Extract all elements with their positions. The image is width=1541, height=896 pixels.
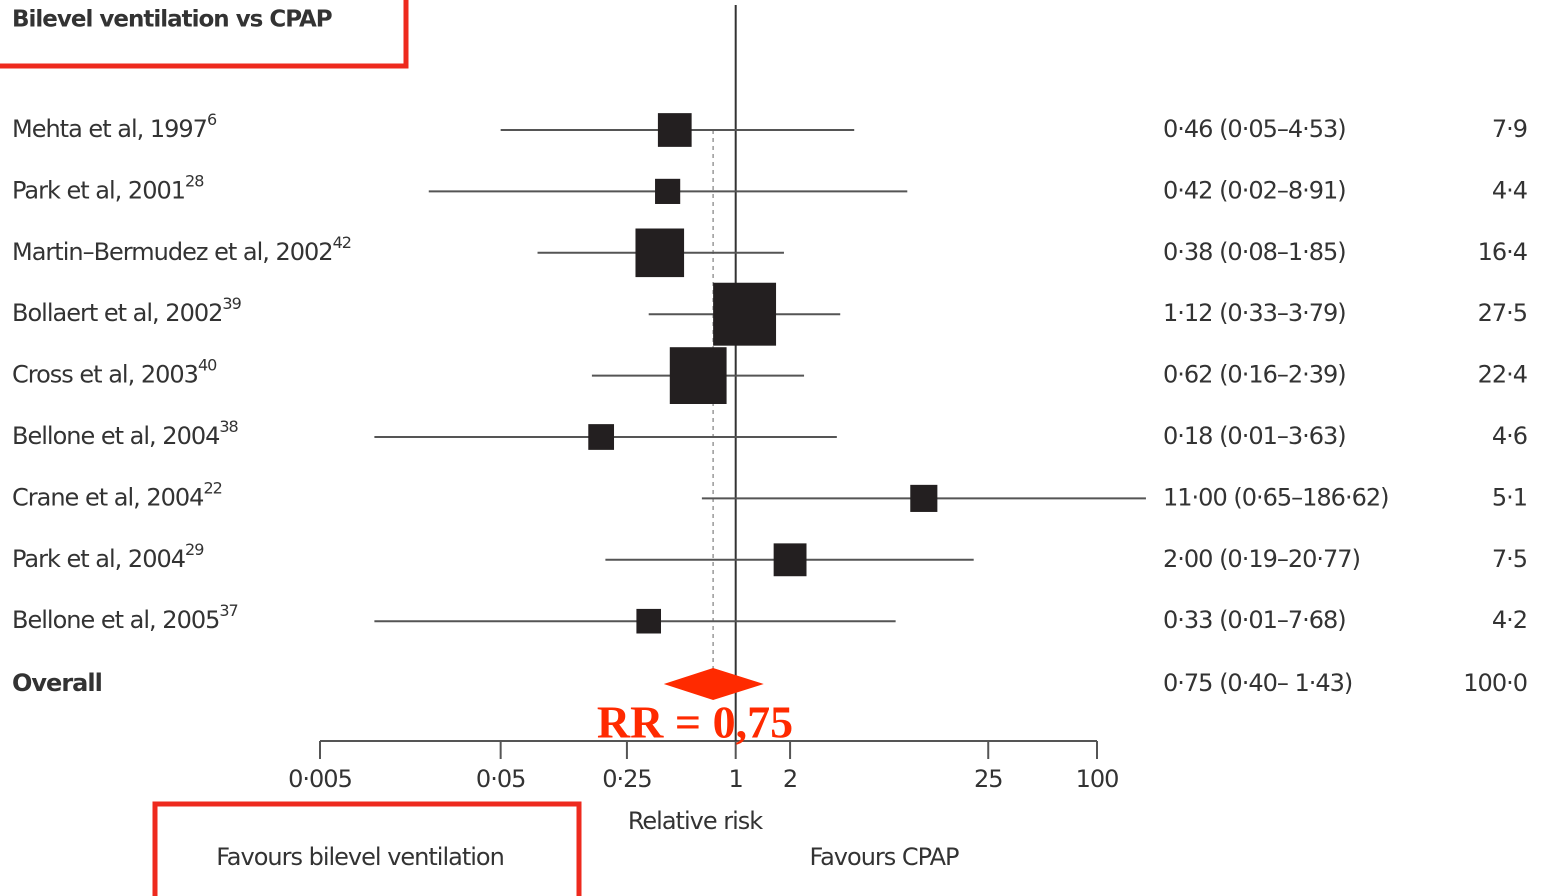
left-note: Favours bilevel ventilation <box>216 843 504 871</box>
estimate-box <box>713 282 777 346</box>
study-name: Bellone et al, 2004 <box>12 422 219 450</box>
study-ref: 37 <box>219 601 237 620</box>
study-ref: 39 <box>222 294 241 313</box>
study-ref: 40 <box>198 355 217 374</box>
study-label: Bellone et al, 200537 <box>12 601 238 635</box>
estimate-box <box>773 543 807 577</box>
estimate-label: 0·38 (0·08–1·85) <box>1163 238 1346 266</box>
weight-label: 22·4 <box>1478 361 1527 389</box>
estimate-label: 0·46 (0·05–4·53) <box>1163 115 1346 143</box>
study-ref: 6 <box>207 110 217 129</box>
chart-title: Bilevel ventilation vs CPAP <box>12 7 332 33</box>
x-tick-label: 2 <box>783 765 797 793</box>
right-note: Favours CPAP <box>810 843 960 871</box>
study-label: Bollaert et al, 200239 <box>12 294 242 328</box>
overall-diamond <box>663 668 764 700</box>
estimate-label: 0·18 (0·01–3·63) <box>1163 422 1346 450</box>
overall-estimate-label: 0·75 (0·40– 1·43) <box>1163 669 1352 697</box>
x-tick-label: 0·005 <box>288 765 352 793</box>
estimate-box <box>588 424 615 450</box>
estimate-box <box>669 347 727 404</box>
overall-label: Overall <box>12 669 102 697</box>
estimate-label: 0·62 (0·16–2·39) <box>1163 361 1346 389</box>
study-ref: 28 <box>185 171 204 190</box>
estimate-label: 2·00 (0·19–20·77) <box>1163 545 1360 573</box>
study-name: Martin–Bermudez et al, 2002 <box>12 238 333 266</box>
study-name: Bellone et al, 2005 <box>12 606 219 634</box>
estimate-label: 11·00 (0·65–186·62) <box>1163 483 1388 511</box>
weight-label: 4·6 <box>1492 422 1527 450</box>
estimate-label: 0·33 (0·01–7·68) <box>1163 606 1346 634</box>
weight-label: 5·1 <box>1492 483 1527 511</box>
weight-label: 27·5 <box>1478 299 1527 327</box>
study-ref: 22 <box>203 478 221 497</box>
study-label: Park et al, 200429 <box>12 539 204 573</box>
study-name: Crane et al, 2004 <box>12 483 203 511</box>
x-tick-label: 1 <box>729 765 743 793</box>
x-tick-label: 100 <box>1076 765 1119 793</box>
study-ref: 42 <box>333 232 351 251</box>
weight-label: 4·2 <box>1492 606 1527 634</box>
x-tick-label: 0·05 <box>476 765 525 793</box>
weight-label: 16·4 <box>1478 238 1527 266</box>
estimate-box <box>655 178 681 204</box>
study-ref: 29 <box>185 539 204 558</box>
x-axis-label: Relative risk <box>628 807 763 835</box>
title-box <box>0 0 409 69</box>
estimate-box <box>657 113 692 147</box>
estimate-label: 1·12 (0·33–3·79) <box>1163 299 1346 327</box>
study-name: Park et al, 2001 <box>12 176 185 204</box>
estimate-box <box>636 608 662 634</box>
study-label: Crane et al, 200422 <box>12 478 222 512</box>
study-label: Bellone et al, 200438 <box>12 417 239 451</box>
x-tick-label: 0·25 <box>602 765 651 793</box>
study-name: Park et al, 2004 <box>12 545 185 573</box>
study-name: Cross et al, 2003 <box>12 361 198 389</box>
weight-label: 4·4 <box>1492 176 1527 204</box>
study-label: Park et al, 200128 <box>12 171 204 205</box>
weight-label: 7·9 <box>1492 115 1527 143</box>
study-label: Cross et al, 200340 <box>12 355 217 389</box>
study-ref: 38 <box>219 417 238 436</box>
annotation: RR = 0,75 <box>597 697 793 748</box>
note-box <box>152 801 582 896</box>
study-label: Mehta et al, 19976 <box>12 110 217 144</box>
study-name: Mehta et al, 1997 <box>12 115 207 143</box>
x-tick-label: 25 <box>974 765 1003 793</box>
study-name: Bollaert et al, 2002 <box>12 299 222 327</box>
weight-label: 7·5 <box>1492 545 1527 573</box>
overall-weight-label: 100·0 <box>1463 669 1527 697</box>
estimate-box <box>635 228 685 278</box>
estimate-box <box>910 484 938 512</box>
study-label: Martin–Bermudez et al, 200242 <box>12 232 351 265</box>
estimate-label: 0·42 (0·02–8·91) <box>1163 176 1346 204</box>
